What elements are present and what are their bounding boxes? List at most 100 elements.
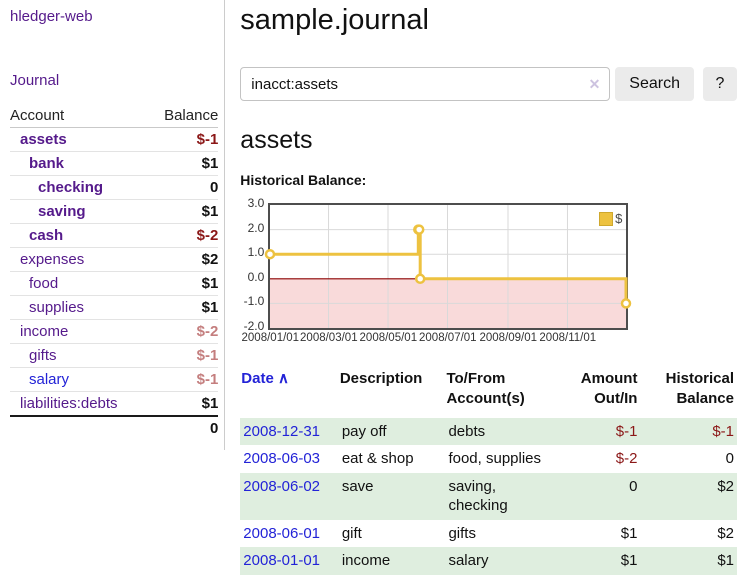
account-link[interactable]: supplies — [29, 299, 85, 316]
y-tick-label: 2.0 — [247, 220, 265, 235]
transaction-date-cell: 2008-01-01 — [240, 547, 339, 575]
transaction-row: 2008-12-31 pay off debts $-1 $-1 — [240, 417, 737, 446]
accounts-header-balance: Balance — [148, 104, 219, 128]
account-row: saving $1 — [10, 199, 219, 224]
account-link[interactable]: salary — [29, 371, 70, 388]
transaction-description: pay off — [341, 422, 387, 440]
x-tick-label: 2008/07/01 — [419, 332, 477, 344]
account-link[interactable]: liabilities:debts — [20, 395, 118, 412]
account-link[interactable]: expenses — [20, 251, 85, 268]
chart-title: Historical Balance: — [240, 172, 367, 188]
register-header-row: Date ∧ Description To/From Account(s) Am… — [240, 367, 737, 418]
account-balance: $1 — [148, 151, 219, 176]
transaction-balance: $1 — [717, 552, 734, 569]
page-title: sample.journal — [240, 4, 429, 36]
account-link[interactable]: bank — [29, 155, 65, 172]
x-tick-label: 2008/09/01 — [479, 332, 538, 344]
account-row: salary $-1 — [10, 367, 219, 392]
account-link[interactable]: assets — [20, 131, 67, 148]
y-tick-label: -2.0 — [243, 319, 265, 333]
account-name-cell: income — [10, 319, 149, 344]
transaction-balance: $2 — [717, 524, 734, 542]
search-box: ✕ — [240, 67, 611, 101]
transaction-date-link[interactable]: 2008-06-03 — [243, 450, 321, 467]
transaction-row: 2008-01-01 income salary $1 $1 — [240, 547, 737, 575]
transaction-accounts: saving, checking — [448, 477, 508, 515]
account-row: assets $-1 — [10, 127, 219, 152]
transaction-description: gift — [341, 524, 362, 542]
account-balance: $1 — [148, 199, 219, 224]
register-header-amount: Amount Out/In — [580, 370, 638, 408]
register-header-balance: Historical Balance — [665, 370, 734, 408]
account-row: gifts $-1 — [10, 343, 219, 368]
y-tick-label: 0.0 — [247, 269, 265, 284]
account-name-cell: expenses — [10, 247, 149, 272]
account-row: liabilities:debts $1 — [10, 391, 219, 417]
transaction-date-link[interactable]: 2008-12-31 — [243, 422, 321, 440]
transaction-description: save — [341, 477, 374, 495]
search-button[interactable]: Search — [615, 67, 694, 101]
x-tick-label: 2008/03/01 — [300, 332, 358, 344]
transaction-balance: $2 — [717, 477, 734, 495]
transaction-date-cell: 2008-12-31 — [240, 418, 339, 446]
brand-link[interactable]: hledger-web — [10, 8, 93, 25]
account-balance: $-2 — [148, 223, 219, 248]
transaction-date-link[interactable]: 2008-06-02 — [243, 477, 321, 495]
account-name-cell: checking — [10, 175, 149, 200]
account-row: supplies $1 — [10, 295, 219, 320]
search-input[interactable] — [240, 67, 611, 101]
sidebar-item-journal[interactable]: Journal — [10, 72, 60, 89]
account-balance: $1 — [148, 271, 219, 296]
account-link[interactable]: income — [20, 323, 69, 340]
account-name-cell: saving — [10, 199, 149, 224]
accounts-table: Account Balance assets $-1 ban — [10, 104, 219, 440]
transaction-description: income — [341, 552, 391, 569]
help-button[interactable]: ? — [703, 67, 737, 101]
transaction-amount: $-1 — [615, 422, 638, 440]
transaction-date-link[interactable]: 2008-06-01 — [243, 524, 321, 542]
account-row: checking 0 — [10, 175, 219, 200]
sort-asc-icon: ∧ — [277, 370, 289, 387]
register-header-description: Description — [339, 370, 423, 387]
transaction-date-cell: 2008-06-02 — [240, 473, 339, 520]
account-link[interactable]: gifts — [29, 347, 57, 364]
balance-chart-svg — [265, 205, 632, 328]
account-balance: 0 — [148, 175, 219, 200]
account-name-cell: bank — [10, 151, 149, 176]
account-balance: $2 — [148, 247, 219, 272]
accounts-header-account: Account — [10, 104, 149, 128]
account-balance: $-2 — [148, 319, 219, 344]
transaction-balance: $-1 — [712, 422, 734, 440]
y-tick-label: 3.0 — [247, 196, 265, 210]
clear-search-icon[interactable]: ✕ — [588, 76, 601, 92]
account-link[interactable]: food — [29, 275, 59, 292]
account-link[interactable]: checking — [38, 179, 104, 196]
chart-legend: $ — [599, 211, 622, 226]
register-table: Date ∧ Description To/From Account(s) Am… — [240, 367, 737, 575]
register-header-date[interactable]: Date ∧ — [241, 370, 289, 387]
transaction-amount: $-2 — [615, 450, 638, 467]
account-name-cell: gifts — [10, 343, 149, 368]
sidebar: hledger-web Journal Account Balance asse… — [0, 0, 226, 450]
account-link[interactable]: saving — [38, 203, 86, 220]
transaction-date-link[interactable]: 2008-01-01 — [243, 552, 321, 569]
account-link[interactable]: cash — [29, 227, 64, 244]
transaction-accounts: salary — [448, 552, 489, 569]
accounts-total-value: 0 — [148, 415, 219, 440]
account-balance: $-1 — [148, 127, 219, 152]
account-name-cell: assets — [10, 127, 149, 152]
account-row: expenses $2 — [10, 247, 219, 272]
account-name-cell: supplies — [10, 295, 149, 320]
y-tick-label: -1.0 — [243, 294, 265, 309]
transaction-accounts: debts — [448, 422, 486, 440]
account-name-cell: liabilities:debts — [10, 391, 149, 417]
transaction-amount: $1 — [620, 552, 638, 569]
account-name-cell: salary — [10, 367, 149, 392]
account-heading: assets — [240, 126, 313, 154]
y-tick-label: 1.0 — [247, 245, 265, 260]
transaction-row: 2008-06-02 save saving, checking 0 $2 — [240, 472, 737, 520]
main-content: sample.journal ✕ Search ? assets Histori… — [225, 0, 742, 575]
accounts-total-row: 0 — [10, 415, 219, 440]
chart-plot-area: $ — [265, 203, 632, 330]
